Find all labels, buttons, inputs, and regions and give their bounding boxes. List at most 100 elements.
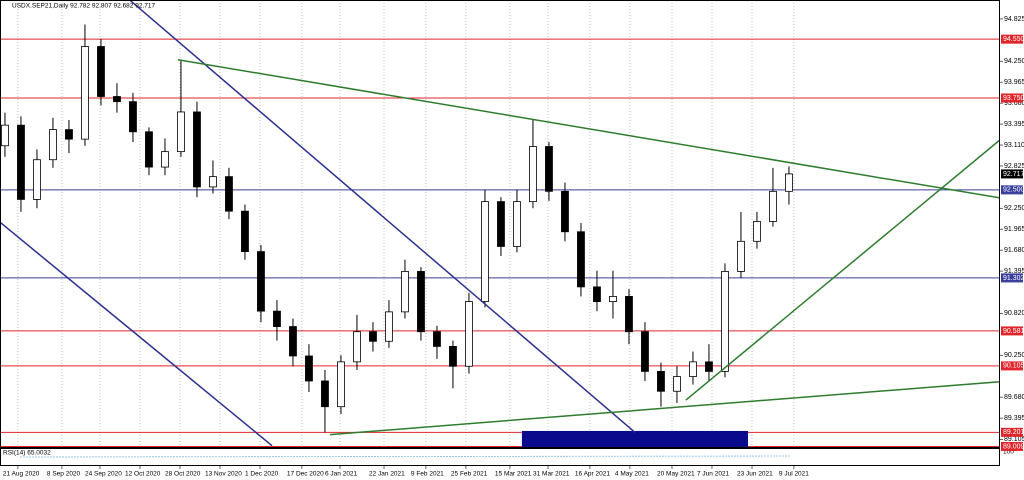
candle-body (209, 176, 217, 188)
x-tick-label: 21 Aug 2020 (3, 471, 40, 478)
candle-body (65, 129, 73, 140)
trend-line (329, 380, 1000, 436)
x-tick-label: 8 Sep 2020 (47, 471, 81, 478)
y-tick-label: 91.680 (1004, 247, 1024, 254)
level-label-box (1001, 361, 1023, 371)
trend-line (685, 139, 1000, 401)
candle-body (113, 96, 121, 103)
candle-body (417, 271, 425, 333)
x-tick-label: 6 Jan 2021 (325, 471, 358, 478)
candle-body (241, 210, 249, 253)
x-tick-label: 22 Jan 2021 (369, 471, 405, 478)
candle-body (657, 371, 665, 392)
y-tick-label: 89.680 (1004, 394, 1024, 401)
candle-body (545, 146, 553, 192)
candle-body (673, 376, 681, 392)
y-tick-label: 94.250 (1004, 58, 1024, 65)
rsi-label: RSI(14) 65.0032 (3, 450, 51, 457)
candle-body (225, 176, 233, 212)
rsi-scale-label: 100 (1003, 449, 1014, 456)
rsi-border (0, 448, 1000, 466)
candle-body (17, 124, 25, 200)
x-tick-label: 20 May 2021 (657, 471, 695, 478)
candle-body (161, 151, 169, 168)
level-label-box (1001, 185, 1023, 195)
candle-body (193, 111, 201, 188)
y-tick-label: 89.395 (1004, 415, 1024, 422)
candle-body (513, 201, 521, 247)
candle-body (481, 201, 489, 302)
y-tick-label: 93.680 (1004, 100, 1024, 107)
candle-body (33, 159, 41, 200)
x-tick-label: 7 Jun 2021 (697, 471, 730, 478)
candle-body (449, 346, 457, 367)
plot-area (0, 0, 1000, 448)
level-label: 92.500 (1003, 187, 1024, 194)
level-label: 91.302 (1003, 275, 1024, 282)
candle-body (609, 296, 617, 302)
candle-body (273, 310, 281, 327)
y-tick-label: 91.395 (1004, 268, 1024, 275)
candle-body (721, 271, 729, 372)
candle-body (1, 124, 9, 147)
candle-body (145, 131, 153, 168)
candle-body (353, 331, 361, 363)
level-label-box (1001, 34, 1023, 44)
candle-body (129, 101, 137, 133)
y-tick-label: 89.105 (1004, 436, 1024, 443)
candle-body (753, 221, 761, 242)
x-tick-label: 28 Oct 2020 (165, 471, 201, 478)
x-tick-label: 12 Oct 2020 (125, 471, 161, 478)
level-label: 93.750 (1003, 95, 1024, 102)
candle-body (737, 240, 745, 272)
level-label: 89.201 (1003, 429, 1024, 436)
x-tick-label: 17 Dec 2020 (287, 471, 324, 478)
plot-border (0, 0, 1000, 448)
candle-body (625, 296, 633, 333)
level-label: 92.717 (1003, 171, 1024, 178)
candle-body (785, 173, 793, 192)
candle-body (465, 301, 473, 367)
x-tick-label: 16 Apr 2021 (575, 471, 610, 478)
candle-body (385, 311, 393, 342)
y-tick-label: 92.825 (1004, 163, 1024, 170)
y-tick-label: 94.825 (1004, 16, 1024, 23)
level-label-box (1001, 326, 1023, 336)
x-tick-label: 9 Jul 2021 (779, 471, 809, 478)
x-tick-label: 25 Feb 2021 (451, 471, 488, 478)
candle-body (705, 361, 713, 372)
level-label: 90.105 (1003, 363, 1024, 370)
y-tick-label: 90.820 (1004, 310, 1024, 317)
level-label: 94.550 (1003, 36, 1024, 43)
candle-body (497, 201, 505, 247)
candle-body (689, 361, 697, 377)
trend-line (129, 0, 636, 433)
level-label: 90.581 (1003, 328, 1024, 335)
candle-body (289, 326, 297, 357)
trend-line (0, 221, 273, 447)
x-tick-label: 23 Jun 2021 (737, 471, 773, 478)
y-tick-label: 90.250 (1004, 352, 1024, 359)
x-tick-label: 1 Dec 2020 (245, 471, 279, 478)
candle-body (641, 331, 649, 372)
y-tick-label: 92.250 (1004, 205, 1024, 212)
x-tick-label: 31 Mar 2021 (533, 471, 570, 478)
x-tick-label: 4 May 2021 (615, 471, 649, 478)
chart-title: USDX.SEP21,Daily 92.782 92.807 92.682 92… (12, 3, 155, 10)
candle-body (401, 271, 409, 313)
candle-body (561, 190, 569, 233)
candle-body (337, 361, 345, 408)
level-label-box (1001, 441, 1023, 451)
candle-body (97, 46, 105, 97)
level-label-box (1001, 93, 1023, 103)
level-label-box (1001, 427, 1023, 437)
level-label-box (1001, 273, 1023, 283)
y-tick-label: 91.965 (1004, 226, 1024, 233)
zone-rectangle (521, 430, 748, 448)
candle-body (305, 355, 313, 382)
candle-body (769, 190, 777, 222)
rsi-line (19, 455, 791, 458)
candle-body (177, 111, 185, 153)
